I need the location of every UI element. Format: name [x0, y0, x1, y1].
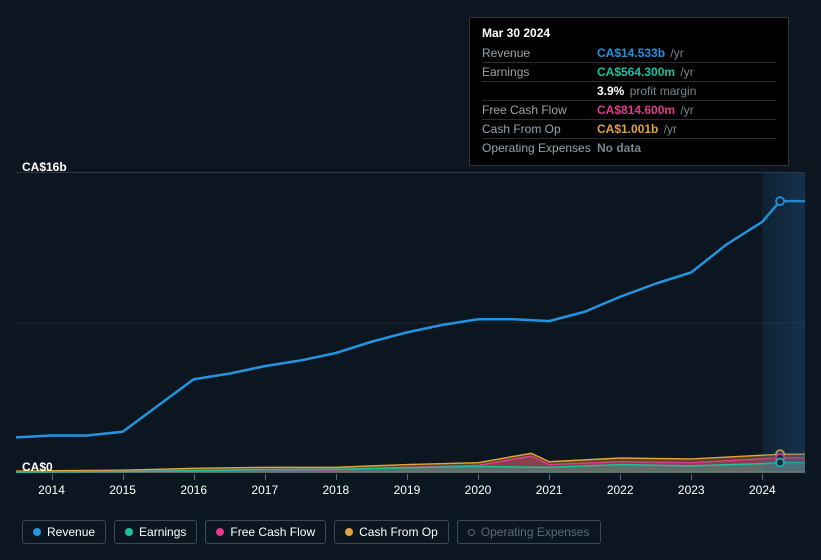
- tooltip-row-label: Operating Expenses: [482, 139, 597, 158]
- x-axis-tick: [336, 474, 337, 480]
- x-axis-tick: [52, 474, 53, 480]
- legend-marker-icon: [125, 528, 133, 536]
- x-axis-label: 2023: [678, 483, 705, 497]
- tooltip-table: RevenueCA$14.533b /yrEarningsCA$564.300m…: [482, 44, 776, 157]
- x-axis-tick: [620, 474, 621, 480]
- series-line-revenue: [16, 201, 805, 437]
- tooltip-row: EarningsCA$564.300m /yr: [482, 63, 776, 82]
- legend-item-label: Earnings: [139, 525, 186, 539]
- y-axis-label: CA$16b: [22, 160, 67, 174]
- x-axis-label: 2019: [394, 483, 421, 497]
- x-axis-label: 2014: [38, 483, 65, 497]
- x-axis-tick: [762, 474, 763, 480]
- y-axis-label: CA$0: [22, 460, 53, 474]
- hover-marker-revenue: [776, 197, 784, 205]
- tooltip-row: RevenueCA$14.533b /yr: [482, 44, 776, 63]
- legend-marker-icon: [345, 528, 353, 536]
- tooltip-row: 3.9% profit margin: [482, 82, 776, 101]
- x-axis-label: 2020: [465, 483, 492, 497]
- x-axis-label: 2018: [323, 483, 350, 497]
- legend-item-operating_expenses[interactable]: Operating Expenses: [457, 520, 601, 544]
- x-axis-tick: [265, 474, 266, 480]
- tooltip-row-label: Earnings: [482, 63, 597, 82]
- legend-item-label: Free Cash Flow: [230, 525, 315, 539]
- x-axis-tick: [194, 474, 195, 480]
- tooltip-row-label: [482, 82, 597, 101]
- chart-tooltip: Mar 30 2024 RevenueCA$14.533b /yrEarning…: [469, 17, 789, 166]
- tooltip-row-label: Free Cash Flow: [482, 101, 597, 120]
- x-axis-label: 2021: [536, 483, 563, 497]
- tooltip-row-value: CA$814.600m /yr: [597, 101, 776, 120]
- x-axis-label: 2024: [749, 483, 776, 497]
- tooltip-row-label: Cash From Op: [482, 120, 597, 139]
- tooltip-row-value: CA$14.533b /yr: [597, 44, 776, 63]
- tooltip-row: Cash From OpCA$1.001b /yr: [482, 120, 776, 139]
- tooltip-row: Operating ExpensesNo data: [482, 139, 776, 158]
- tooltip-row-value: No data: [597, 139, 776, 158]
- tooltip-row: Free Cash FlowCA$814.600m /yr: [482, 101, 776, 120]
- tooltip-row-value: 3.9% profit margin: [597, 82, 776, 101]
- tooltip-row-label: Revenue: [482, 44, 597, 63]
- tooltip-title: Mar 30 2024: [482, 26, 776, 40]
- x-axis-label: 2016: [180, 483, 207, 497]
- x-axis-tick: [549, 474, 550, 480]
- x-axis-label: 2017: [251, 483, 278, 497]
- x-axis-tick: [691, 474, 692, 480]
- x-axis-tick: [478, 474, 479, 480]
- tooltip-row-value: CA$564.300m /yr: [597, 63, 776, 82]
- legend-item-free_cash_flow[interactable]: Free Cash Flow: [205, 520, 326, 544]
- legend-item-label: Cash From Op: [359, 525, 438, 539]
- x-axis-tick: [407, 474, 408, 480]
- legend-marker-icon: [216, 528, 224, 536]
- legend-item-cash_from_op[interactable]: Cash From Op: [334, 520, 449, 544]
- chart-svg: [16, 173, 805, 473]
- legend-item-earnings[interactable]: Earnings: [114, 520, 197, 544]
- x-axis-label: 2015: [109, 483, 136, 497]
- tooltip-row-value: CA$1.001b /yr: [597, 120, 776, 139]
- chart-legend: Revenue Earnings Free Cash Flow Cash From O…: [22, 520, 601, 544]
- legend-marker-icon: [33, 528, 41, 536]
- legend-item-revenue[interactable]: Revenue: [22, 520, 106, 544]
- x-axis-tick: [123, 474, 124, 480]
- legend-item-label: Operating Expenses: [481, 525, 590, 539]
- x-axis: 2014 2015 2016 2017 2018 2019 2020 2021 2022 2023…: [16, 480, 805, 500]
- x-axis-label: 2022: [607, 483, 634, 497]
- legend-item-label: Revenue: [47, 525, 95, 539]
- chart-plot-area[interactable]: [16, 172, 805, 472]
- hover-marker-earnings: [776, 459, 784, 467]
- legend-marker-icon: [468, 529, 475, 536]
